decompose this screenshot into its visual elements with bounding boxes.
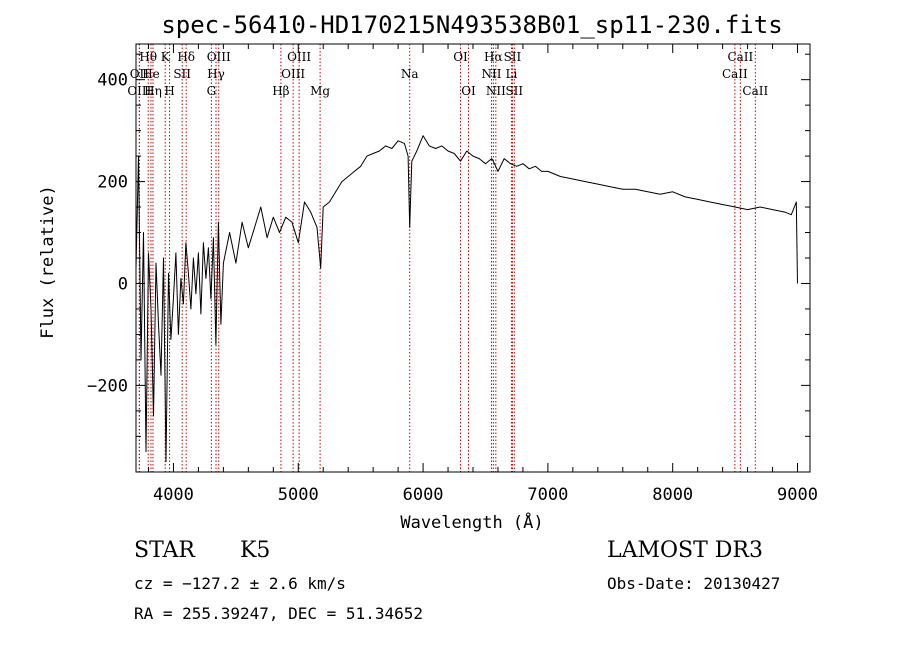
x-tick-label: 9000 bbox=[777, 485, 818, 505]
emission-line-labels: HθOIIHeOIIIHηKHSIIHδGHγOIIIHβOIIIOIIIMgN… bbox=[127, 50, 768, 98]
y-tick-label: 400 bbox=[97, 71, 128, 91]
line-label: Hθ bbox=[139, 50, 157, 64]
x-axis-label: Wavelength (Å) bbox=[400, 511, 543, 533]
line-label: NII bbox=[486, 84, 506, 98]
line-label: Hη bbox=[144, 84, 162, 98]
line-label: SII bbox=[504, 50, 522, 64]
coordinates: RA = 255.39247, DEC = 51.34652 bbox=[134, 604, 423, 623]
y-axis: −200 0 200 400 bbox=[87, 53, 810, 437]
line-label: NII bbox=[481, 67, 501, 81]
line-label: Hδ bbox=[177, 50, 195, 64]
line-label: OI bbox=[453, 50, 468, 64]
line-label: H bbox=[164, 84, 174, 98]
y-axis-label: Flux (relative) bbox=[38, 185, 58, 339]
line-label: CaII bbox=[722, 67, 748, 81]
line-label: CaII bbox=[742, 84, 768, 98]
line-label: CaII bbox=[727, 50, 753, 64]
line-label: Hα bbox=[484, 50, 503, 64]
emission-line-markers bbox=[138, 44, 756, 472]
x-tick-label: 6000 bbox=[403, 485, 444, 505]
x-tick-label: 4000 bbox=[153, 485, 194, 505]
x-axis: 4000 5000 6000 7000 8000 9000 bbox=[147, 44, 818, 505]
line-label: He bbox=[142, 67, 160, 81]
x-tick-label: 5000 bbox=[278, 485, 319, 505]
spectrum-series bbox=[135, 135, 798, 463]
line-label: K bbox=[161, 50, 171, 64]
y-tick-label: 0 bbox=[118, 274, 128, 294]
redshift-value: cz = −127.2 ± 2.6 km/s bbox=[134, 574, 346, 593]
x-tick-label: 8000 bbox=[652, 485, 693, 505]
line-label: Hβ bbox=[272, 84, 289, 98]
line-label: SII bbox=[505, 84, 523, 98]
spectrum-line bbox=[135, 135, 798, 463]
line-label: Li bbox=[506, 67, 518, 81]
line-label: Mg bbox=[310, 84, 330, 98]
line-label: OIII bbox=[281, 67, 305, 81]
y-tick-label: 200 bbox=[97, 173, 128, 193]
line-label: OIII bbox=[207, 50, 231, 64]
line-label: OIII bbox=[287, 50, 311, 64]
line-label: OIII bbox=[127, 84, 151, 98]
survey-name: LAMOST DR3 bbox=[607, 538, 763, 563]
observation-date: Obs-Date: 20130427 bbox=[607, 574, 781, 593]
object-class: STAR bbox=[134, 538, 195, 563]
line-label: Hγ bbox=[207, 67, 225, 81]
line-label: Na bbox=[401, 67, 419, 81]
line-label: OI bbox=[461, 84, 476, 98]
chart-title: spec-56410-HD170215N493538B01_sp11-230.f… bbox=[161, 11, 782, 39]
y-tick-label: −200 bbox=[87, 376, 128, 396]
line-label: OII bbox=[130, 67, 150, 81]
spectral-subclass: K5 bbox=[240, 538, 271, 563]
line-label: SII bbox=[173, 67, 191, 81]
line-label: G bbox=[207, 84, 217, 98]
x-tick-label: 7000 bbox=[527, 485, 568, 505]
